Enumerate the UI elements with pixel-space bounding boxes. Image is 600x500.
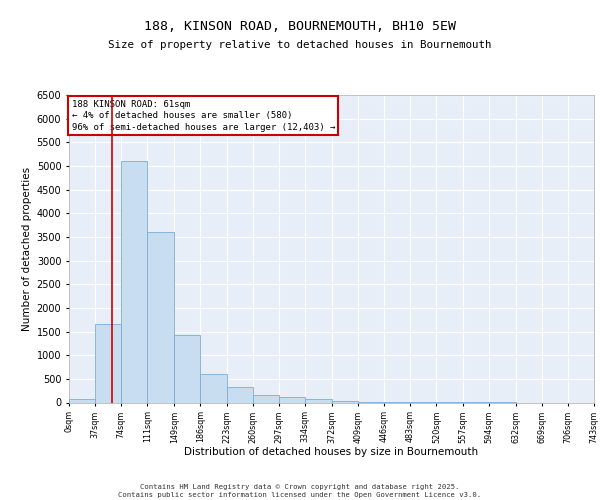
Bar xyxy=(174,336,200,402)
Bar xyxy=(279,397,305,402)
Text: Size of property relative to detached houses in Bournemouth: Size of property relative to detached ho… xyxy=(108,40,492,50)
Bar xyxy=(253,395,279,402)
Text: 188, KINSON ROAD, BOURNEMOUTH, BH10 5EW: 188, KINSON ROAD, BOURNEMOUTH, BH10 5EW xyxy=(144,20,456,32)
X-axis label: Distribution of detached houses by size in Bournemouth: Distribution of detached houses by size … xyxy=(184,447,479,457)
Text: Contains HM Land Registry data © Crown copyright and database right 2025.
Contai: Contains HM Land Registry data © Crown c… xyxy=(118,484,482,498)
Bar xyxy=(305,399,332,402)
Bar xyxy=(332,401,358,402)
Text: 188 KINSON ROAD: 61sqm
← 4% of detached houses are smaller (580)
96% of semi-det: 188 KINSON ROAD: 61sqm ← 4% of detached … xyxy=(71,100,335,132)
Bar xyxy=(200,374,227,402)
Y-axis label: Number of detached properties: Number of detached properties xyxy=(22,166,32,331)
Bar xyxy=(121,161,148,402)
Bar xyxy=(95,324,121,402)
Bar xyxy=(69,399,95,402)
Bar xyxy=(227,388,253,402)
Bar xyxy=(148,232,174,402)
